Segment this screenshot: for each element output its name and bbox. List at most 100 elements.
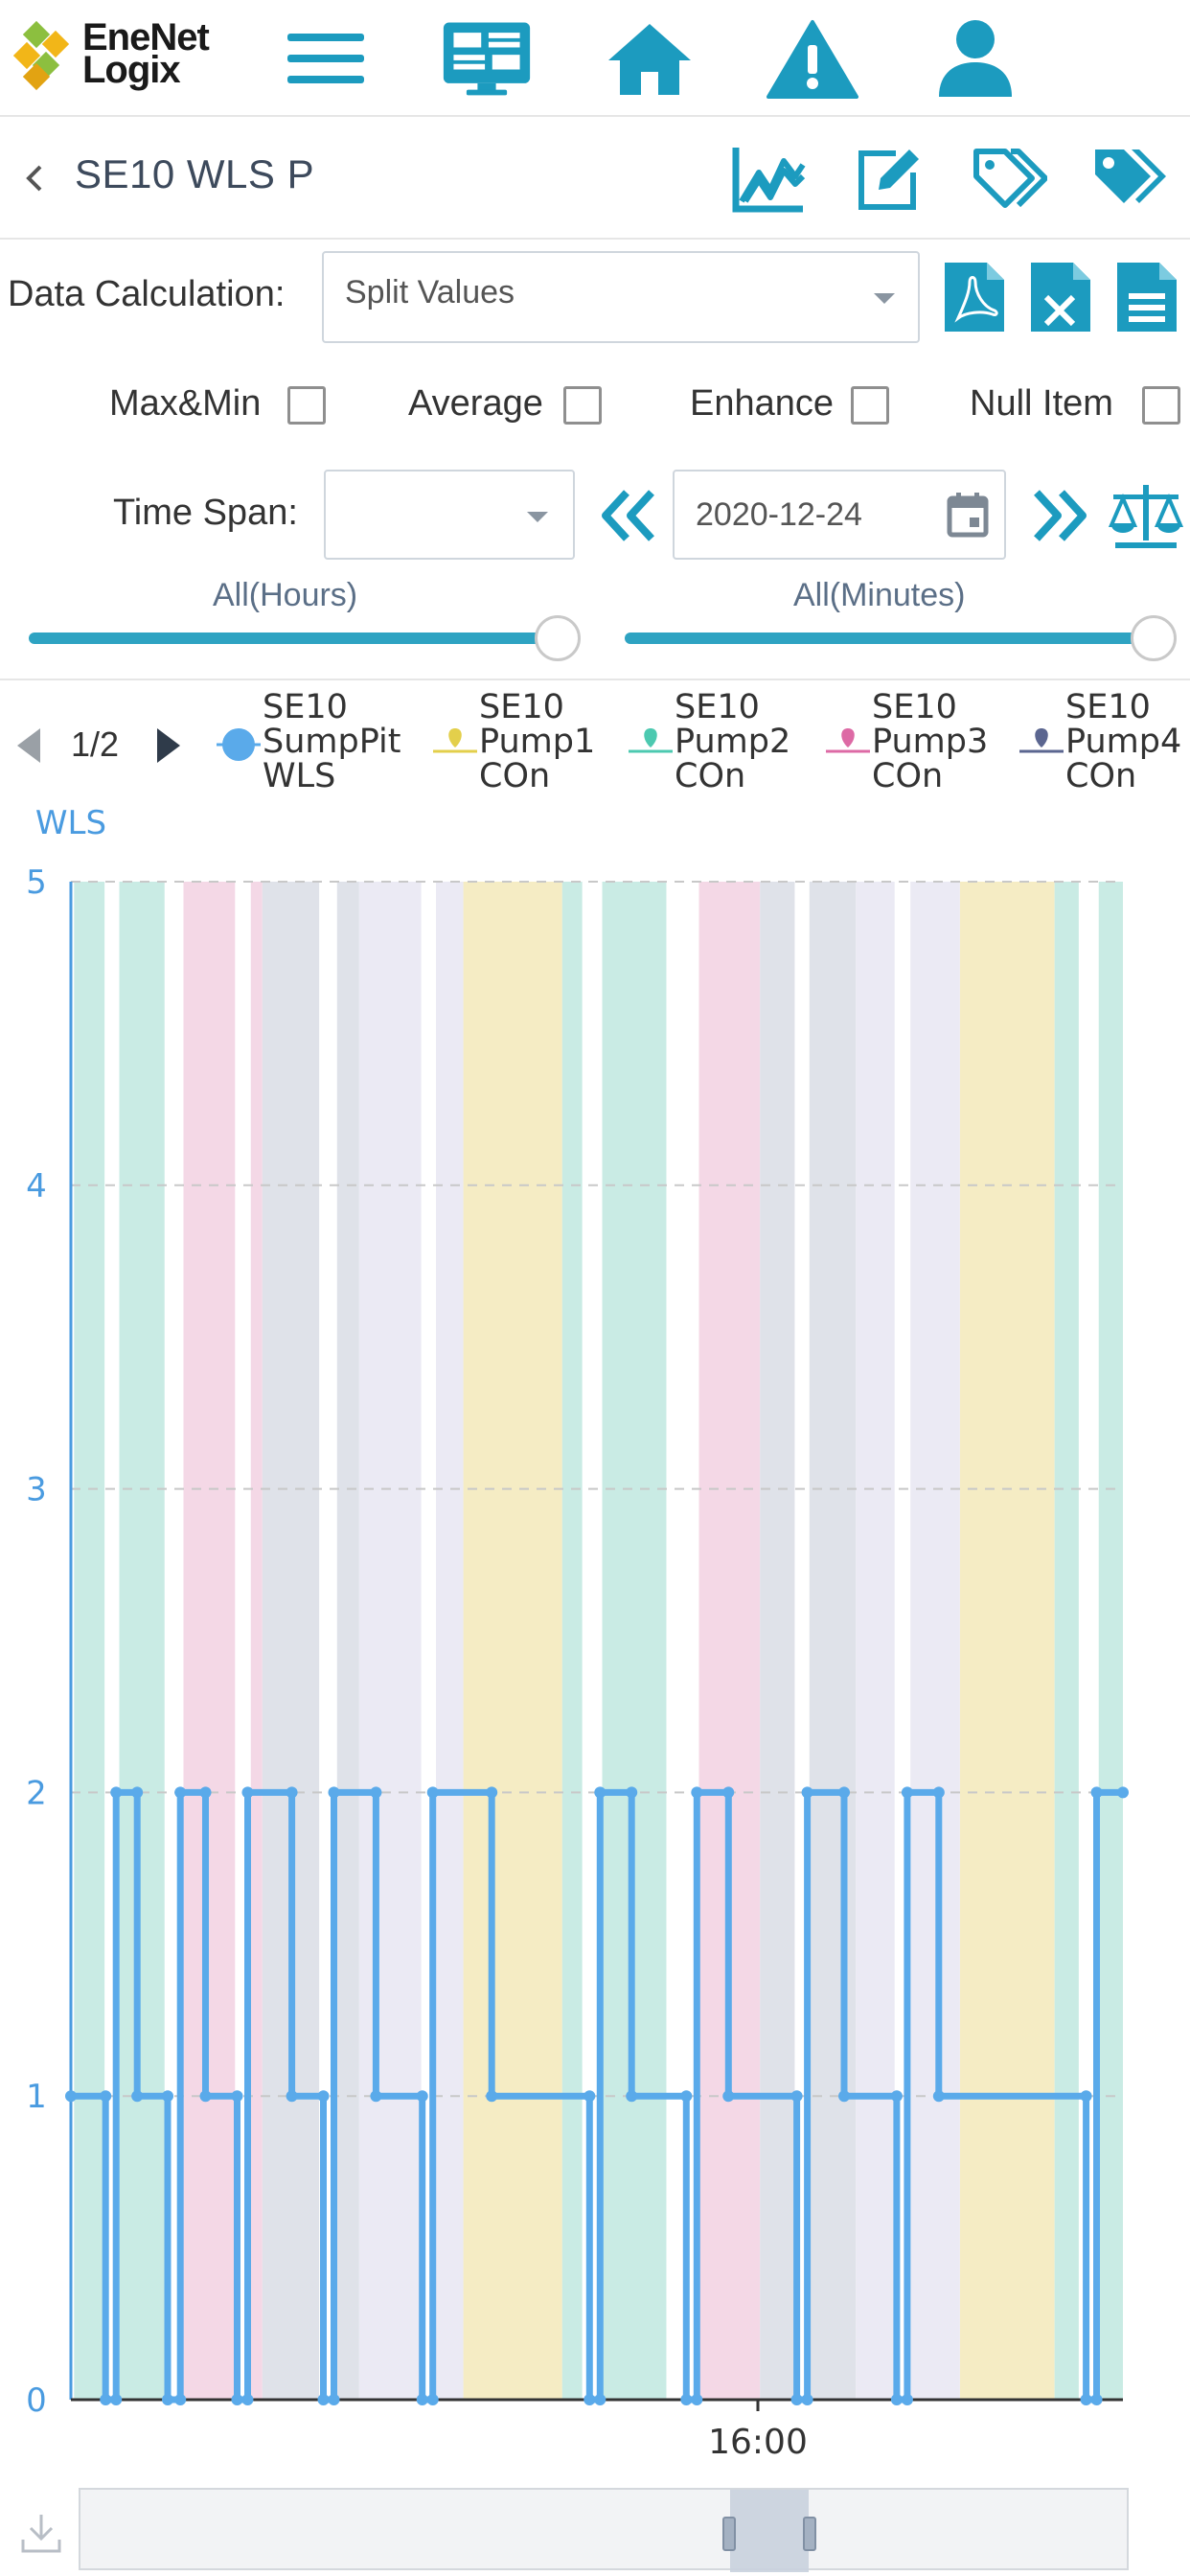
legend-item-2-line2: Pump1 [479, 723, 596, 761]
edit-icon[interactable] [847, 140, 929, 217]
previous-date-icon[interactable] [594, 479, 661, 552]
band-5-2 [436, 882, 464, 2400]
data-point-33 [584, 2394, 596, 2405]
document-icon[interactable] [1113, 259, 1180, 335]
legend-item-1-line1: SE10 [263, 688, 348, 726]
band-4-1 [262, 882, 320, 2400]
band-1-1 [463, 882, 562, 2400]
data-zoom-left-handle[interactable] [722, 2517, 736, 2551]
band-4-3 [760, 882, 795, 2400]
legend-item-2-line1: SE10 [479, 688, 564, 726]
data-point-2 [100, 2090, 112, 2103]
data-zoom-slider[interactable] [79, 2488, 1129, 2572]
average-checkbox[interactable] [563, 386, 602, 425]
y-tick-label-5: 5 [26, 863, 47, 902]
back-arrow-icon[interactable] [21, 157, 50, 199]
home-icon[interactable] [604, 15, 696, 102]
band-2-4 [602, 882, 667, 2400]
legend-item-3-line3: COn [675, 757, 746, 795]
next-date-icon[interactable] [1027, 479, 1094, 552]
user-icon[interactable] [929, 15, 1021, 102]
legend-marker-2 [433, 728, 477, 753]
band-2-1 [74, 882, 105, 2400]
legend-item-3[interactable]: SE10 Pump2 COn [675, 690, 790, 794]
alert-icon[interactable] [767, 15, 858, 102]
legend-prev-page-icon[interactable] [13, 726, 42, 770]
data-point-4 [110, 2394, 123, 2405]
compare-scale-icon[interactable] [1108, 479, 1188, 552]
band-2-3 [561, 882, 583, 2400]
chevron-down-icon [527, 512, 548, 522]
band-5-4 [910, 882, 960, 2400]
data-point-27 [416, 2394, 428, 2405]
y-tick-label-3: 3 [26, 1471, 47, 1509]
legend-marker-3 [629, 728, 673, 753]
data-point-49 [838, 2090, 851, 2103]
pdf-icon[interactable] [941, 259, 1008, 335]
band-1-2 [959, 882, 1055, 2400]
data-point-47 [801, 1786, 813, 1799]
max-min-label: Max&Min [109, 383, 262, 424]
data-point-28 [426, 2394, 439, 2405]
minutes-slider-handle[interactable] [1131, 615, 1177, 661]
data-point-42 [722, 1786, 735, 1799]
legend-next-page-icon[interactable] [155, 726, 184, 770]
x-tick-label-1: 16:00 [708, 2423, 808, 2462]
average-label: Average [408, 383, 543, 424]
data-point-5 [110, 1786, 123, 1799]
data-point-17 [241, 1786, 254, 1799]
tags-outline-icon[interactable] [968, 140, 1050, 217]
legend-marker-5 [1019, 728, 1064, 753]
enhance-checkbox[interactable] [851, 386, 889, 425]
wls-step-chart[interactable]: 0 1 2 3 4 5 WLS 16:00 [0, 805, 1190, 2472]
y-tick-label-4: 4 [26, 1167, 47, 1206]
minutes-slider-track[interactable] [625, 632, 1157, 644]
data-point-36 [626, 1786, 638, 1799]
menu-icon[interactable] [280, 15, 372, 102]
time-span-label: Time Span: [113, 493, 298, 533]
minutes-slider-label: All(Minutes) [793, 577, 966, 613]
data-point-50 [890, 2090, 903, 2103]
date-input[interactable]: 2020-12-24 [673, 470, 1006, 560]
band-2-6 [1098, 882, 1123, 2400]
time-span-select[interactable] [324, 470, 575, 560]
data-point-58 [1090, 2394, 1103, 2405]
data-point-23 [328, 1786, 340, 1799]
legend-item-4[interactable]: SE10 Pump3 COn [872, 690, 988, 794]
data-point-57 [1080, 2394, 1092, 2405]
top-nav-bar: EneNet Logix [0, 0, 1190, 117]
download-icon[interactable] [19, 2511, 63, 2560]
data-point-25 [370, 2090, 382, 2103]
legend-item-1[interactable]: SE10 SumpPit WLS [263, 690, 401, 794]
legend-item-2[interactable]: SE10 Pump1 COn [479, 690, 595, 794]
hours-slider-track[interactable] [29, 632, 561, 644]
excel-icon[interactable] [1027, 259, 1094, 335]
data-point-20 [317, 2090, 330, 2103]
null-item-checkbox[interactable] [1142, 386, 1180, 425]
band-2-2 [119, 882, 165, 2400]
data-calculation-select[interactable]: Split Values [322, 251, 920, 343]
legend-item-5[interactable]: SE10 Pump4 COn [1065, 690, 1181, 794]
trend-chart-icon[interactable] [728, 140, 811, 217]
data-point-16 [241, 2394, 254, 2405]
dashboard-icon[interactable] [441, 15, 533, 102]
calendar-icon[interactable] [947, 491, 989, 539]
data-zoom-selection[interactable] [730, 2490, 809, 2572]
series-sumppit-wls-line [71, 1788, 1123, 2404]
data-point-60 [1117, 1786, 1129, 1799]
legend-marker-4 [826, 728, 870, 753]
section-divider [0, 678, 1190, 680]
band-3-3 [698, 882, 761, 2400]
band-3-2 [250, 882, 263, 2400]
logo-mark-icon [13, 21, 70, 91]
data-zoom-right-handle[interactable] [803, 2517, 816, 2551]
data-point-10 [174, 2394, 187, 2405]
data-point-30 [486, 1786, 498, 1799]
app-logo[interactable]: EneNet Logix [13, 18, 243, 100]
tags-filled-icon[interactable] [1088, 140, 1171, 217]
data-point-52 [901, 2394, 913, 2405]
hours-slider-handle[interactable] [535, 615, 581, 661]
data-point-45 [790, 2394, 803, 2405]
data-point-55 [932, 2090, 945, 2103]
max-min-checkbox[interactable] [287, 386, 326, 425]
